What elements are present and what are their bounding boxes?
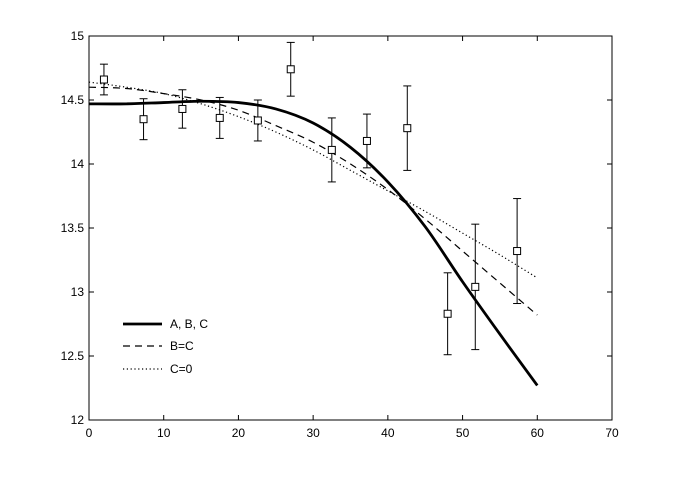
square-marker — [215, 113, 224, 122]
square-marker — [362, 136, 371, 145]
observation-point — [327, 117, 336, 183]
x-tick-label: 20 — [232, 426, 246, 440]
plot-frame — [88, 35, 613, 421]
square-marker — [286, 65, 295, 74]
plot-area — [89, 36, 612, 420]
square-marker — [443, 309, 452, 318]
observation-point — [471, 223, 480, 351]
observation-point — [443, 272, 452, 356]
observation-point — [403, 85, 412, 171]
series-line-1 — [88, 99, 539, 387]
observation-point — [215, 96, 224, 139]
square-marker — [253, 116, 262, 125]
square-marker — [513, 247, 522, 256]
x-tick-label: 0 — [86, 426, 93, 440]
x-tick-label: 70 — [605, 426, 619, 440]
observation-point — [286, 41, 295, 97]
axis-ticks: 0 10 20 30 40 50 60 70 12 12.5 13 13.5 14 14.5 15 — [61, 29, 619, 440]
y-tick-label: 14.5 — [61, 93, 85, 107]
series-line-3 — [88, 81, 538, 279]
x-tick-label: 40 — [381, 426, 395, 440]
observation-point — [513, 198, 522, 305]
series-line-2 — [88, 86, 538, 316]
square-marker — [178, 104, 187, 113]
y-tick-label: 12 — [71, 413, 85, 427]
observation-point — [139, 98, 148, 141]
square-marker — [403, 124, 412, 133]
y-tick-label: 13 — [71, 285, 85, 299]
square-marker — [327, 145, 336, 154]
observation-point — [99, 63, 108, 96]
square-marker — [99, 75, 108, 84]
y-tick-label: 14 — [71, 157, 85, 171]
y-tick-label: 13.5 — [61, 221, 85, 235]
x-tick-label: 60 — [531, 426, 545, 440]
legend-label-3: C=0 — [170, 362, 193, 376]
square-marker — [139, 115, 148, 124]
y-tick-label: 12.5 — [61, 349, 85, 363]
legend-label-2: B=C — [170, 339, 194, 353]
x-tick-label: 30 — [306, 426, 320, 440]
legend-label-1: A, B, C — [170, 317, 208, 331]
legend: A, B, C B=C C=0 — [123, 317, 208, 376]
square-marker — [471, 282, 480, 291]
x-tick-label: 10 — [157, 426, 171, 440]
x-tick-label: 50 — [456, 426, 470, 440]
observation-point — [178, 89, 187, 129]
observation-point — [253, 99, 262, 142]
series-curves — [88, 81, 539, 387]
observations — [99, 41, 522, 356]
observation-point — [362, 113, 371, 169]
y-tick-label: 15 — [71, 29, 85, 43]
